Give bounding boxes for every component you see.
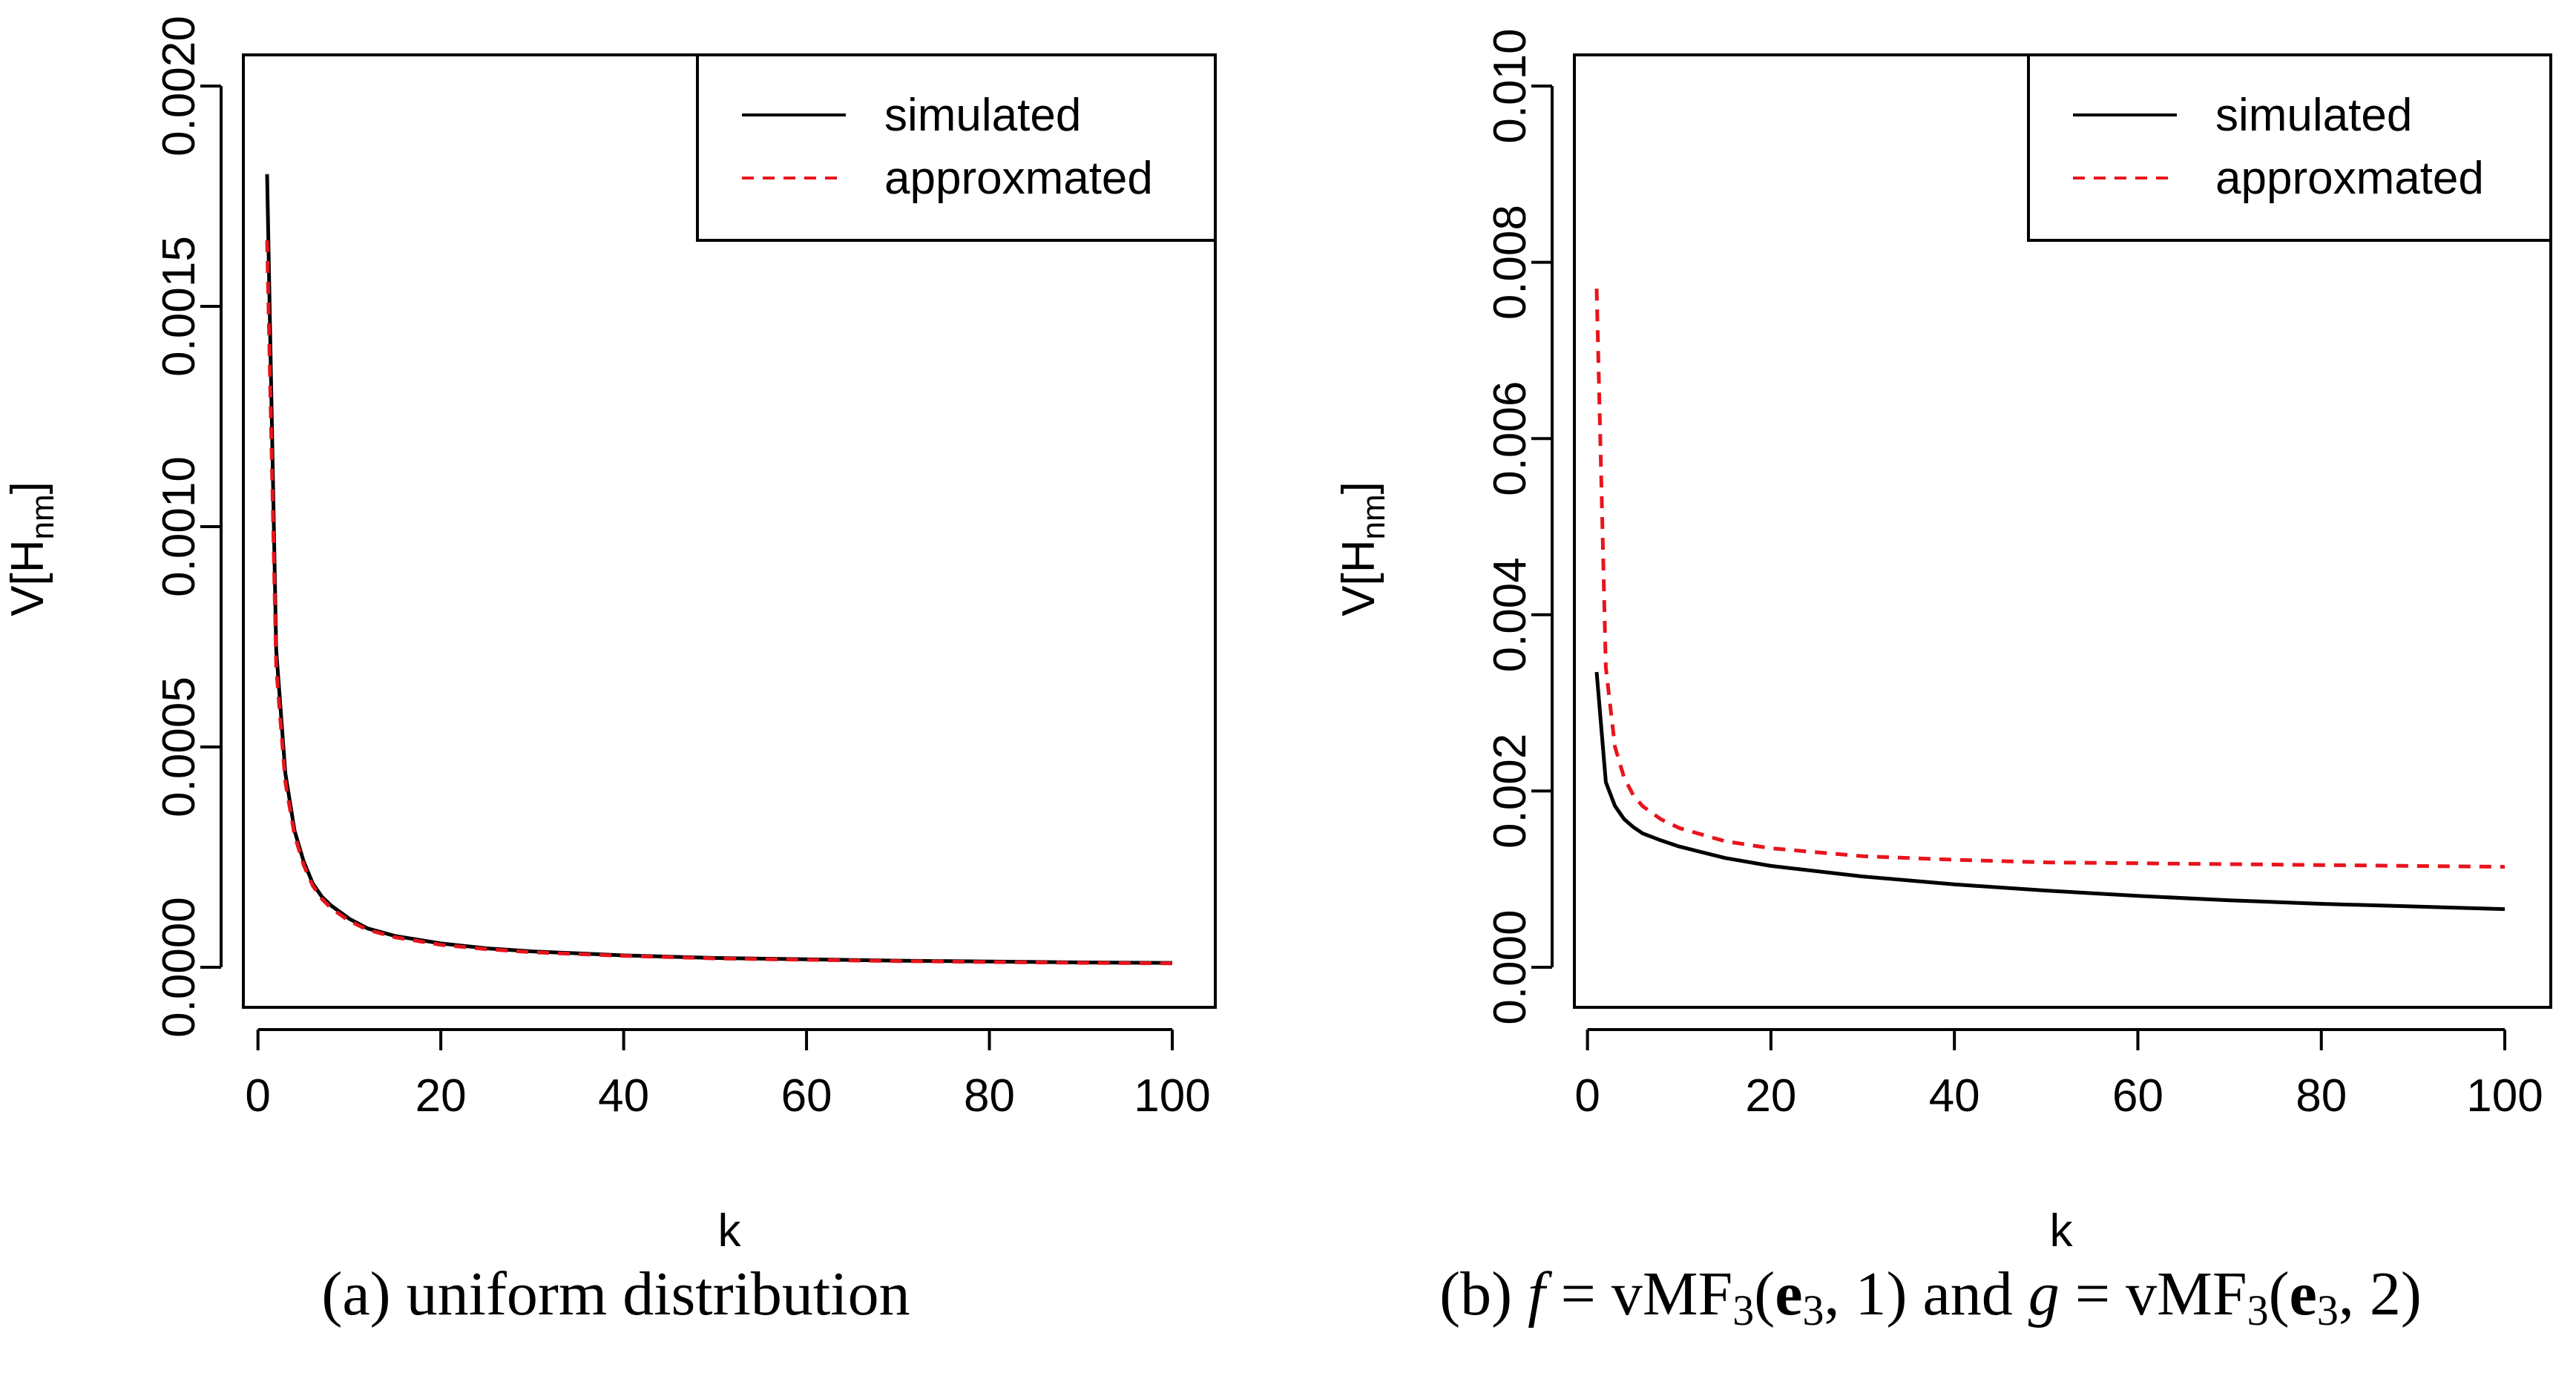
panel-a-x-axis: 0 20 40 60 80 100 [245,1028,1211,1122]
panel-a-legend-box [696,53,1217,242]
panel-b-x-axis-label: k [2050,1205,2074,1257]
panel-a-y-axis: 0.0000 0.0005 0.0010 0.0015 0.0020 [154,16,223,1038]
panel-a-x-tick-label: 0 [245,1070,270,1122]
panel-b-y-label-close: ] [1333,481,1384,494]
panel-b-chart: 0 20 40 60 80 100 0.0000.0020.0040.0060.0080.… [1333,28,2552,1334]
panel-b-y-axis-label: V[Hnm] [1333,481,1392,616]
panel-b-series-simulated [1594,671,2506,912]
panel-b-y-tick-label: 0.000 [1485,909,1536,1024]
panel-b-legend-box [2027,53,2552,242]
panel-a-legend-label-simulated: simulated [884,90,1081,141]
panel-a-chart: 0 20 40 60 80 100 0.00000.00050.00100.00150.0… [2,16,1217,1328]
panel-b-x-tick-label: 60 [2112,1070,2163,1122]
panel-a-x-tick-label: 40 [598,1070,649,1122]
panel-b-y-tick-label: 0.006 [1485,381,1536,496]
panel-b-legend-label-simulated: simulated [2215,90,2412,141]
panel-a-series-group [265,174,1173,966]
panel-a-y-tick-label: 0.0015 [154,236,205,377]
panel-b-x-axis: 0 20 40 60 80 100 [1574,1028,2543,1122]
panel-b-caption: (b) f = vMF3(e3, 1) and g = vMF3(e3, 2) [1439,1260,2422,1334]
panel-b-y-label-sub: nm [1356,494,1392,539]
panel-a-x-axis-label: k [718,1205,742,1257]
panel-b-y-tick-label: 0.008 [1485,205,1536,320]
panel-a-x-tick-label: 20 [415,1070,467,1122]
panel-a-caption: (a) uniform distribution [321,1260,910,1328]
panel-a-x-tick-label: 100 [1134,1070,1210,1122]
panel-b-legend: simulated approxmated [2027,53,2552,242]
panel-a-x-tick-label: 60 [781,1070,832,1122]
svg-text:V[Hnm]: V[Hnm] [1333,481,1392,616]
panel-b-x-tick-label: 100 [2466,1070,2543,1122]
panel-b-y-label-main: V[H [1333,540,1384,616]
panel-a-x-tick-label: 80 [964,1070,1015,1122]
panel-b-y-axis: 0.000 0.002 0.004 0.006 0.008 0.010 [1485,28,1554,1025]
panel-b-series-group [1594,289,2506,912]
panel-a-y-axis-label: V[Hnm] [2,481,61,616]
panel-b-series-approxmated [1594,289,2506,869]
panel-a-y-label-close: ] [2,481,53,494]
panel-a-y-tick-label: 0.0020 [154,16,205,157]
panel-a-y-label-main: V[H [2,540,53,616]
panel-b-y-tick-label: 0.010 [1485,28,1536,143]
panel-b-y-tick-label: 0.004 [1485,557,1536,672]
panel-a-legend-label-approxmated: approxmated [884,153,1153,204]
panel-b-x-tick-label: 40 [1929,1070,1980,1122]
panel-b-x-tick-label: 0 [1574,1070,1600,1122]
panel-a-series-simulated [265,174,1173,965]
panel-a-y-tick-label: 0.0005 [154,676,205,817]
panel-b-legend-label-approxmated: approxmated [2215,153,2484,204]
panel-b-y-tick-label: 0.002 [1485,734,1536,849]
panel-a-y-tick-label: 0.0000 [154,897,205,1038]
panel-a-series-approxmated [265,240,1173,966]
panel-b-x-tick-label: 20 [1745,1070,1796,1122]
svg-text:V[Hnm]: V[Hnm] [2,481,61,616]
panel-a-y-tick-label: 0.0010 [154,456,205,597]
panel-a-legend: simulated approxmated [696,53,1217,242]
panel-b-x-tick-label: 80 [2296,1070,2347,1122]
panel-a-y-label-sub: nm [24,494,61,539]
